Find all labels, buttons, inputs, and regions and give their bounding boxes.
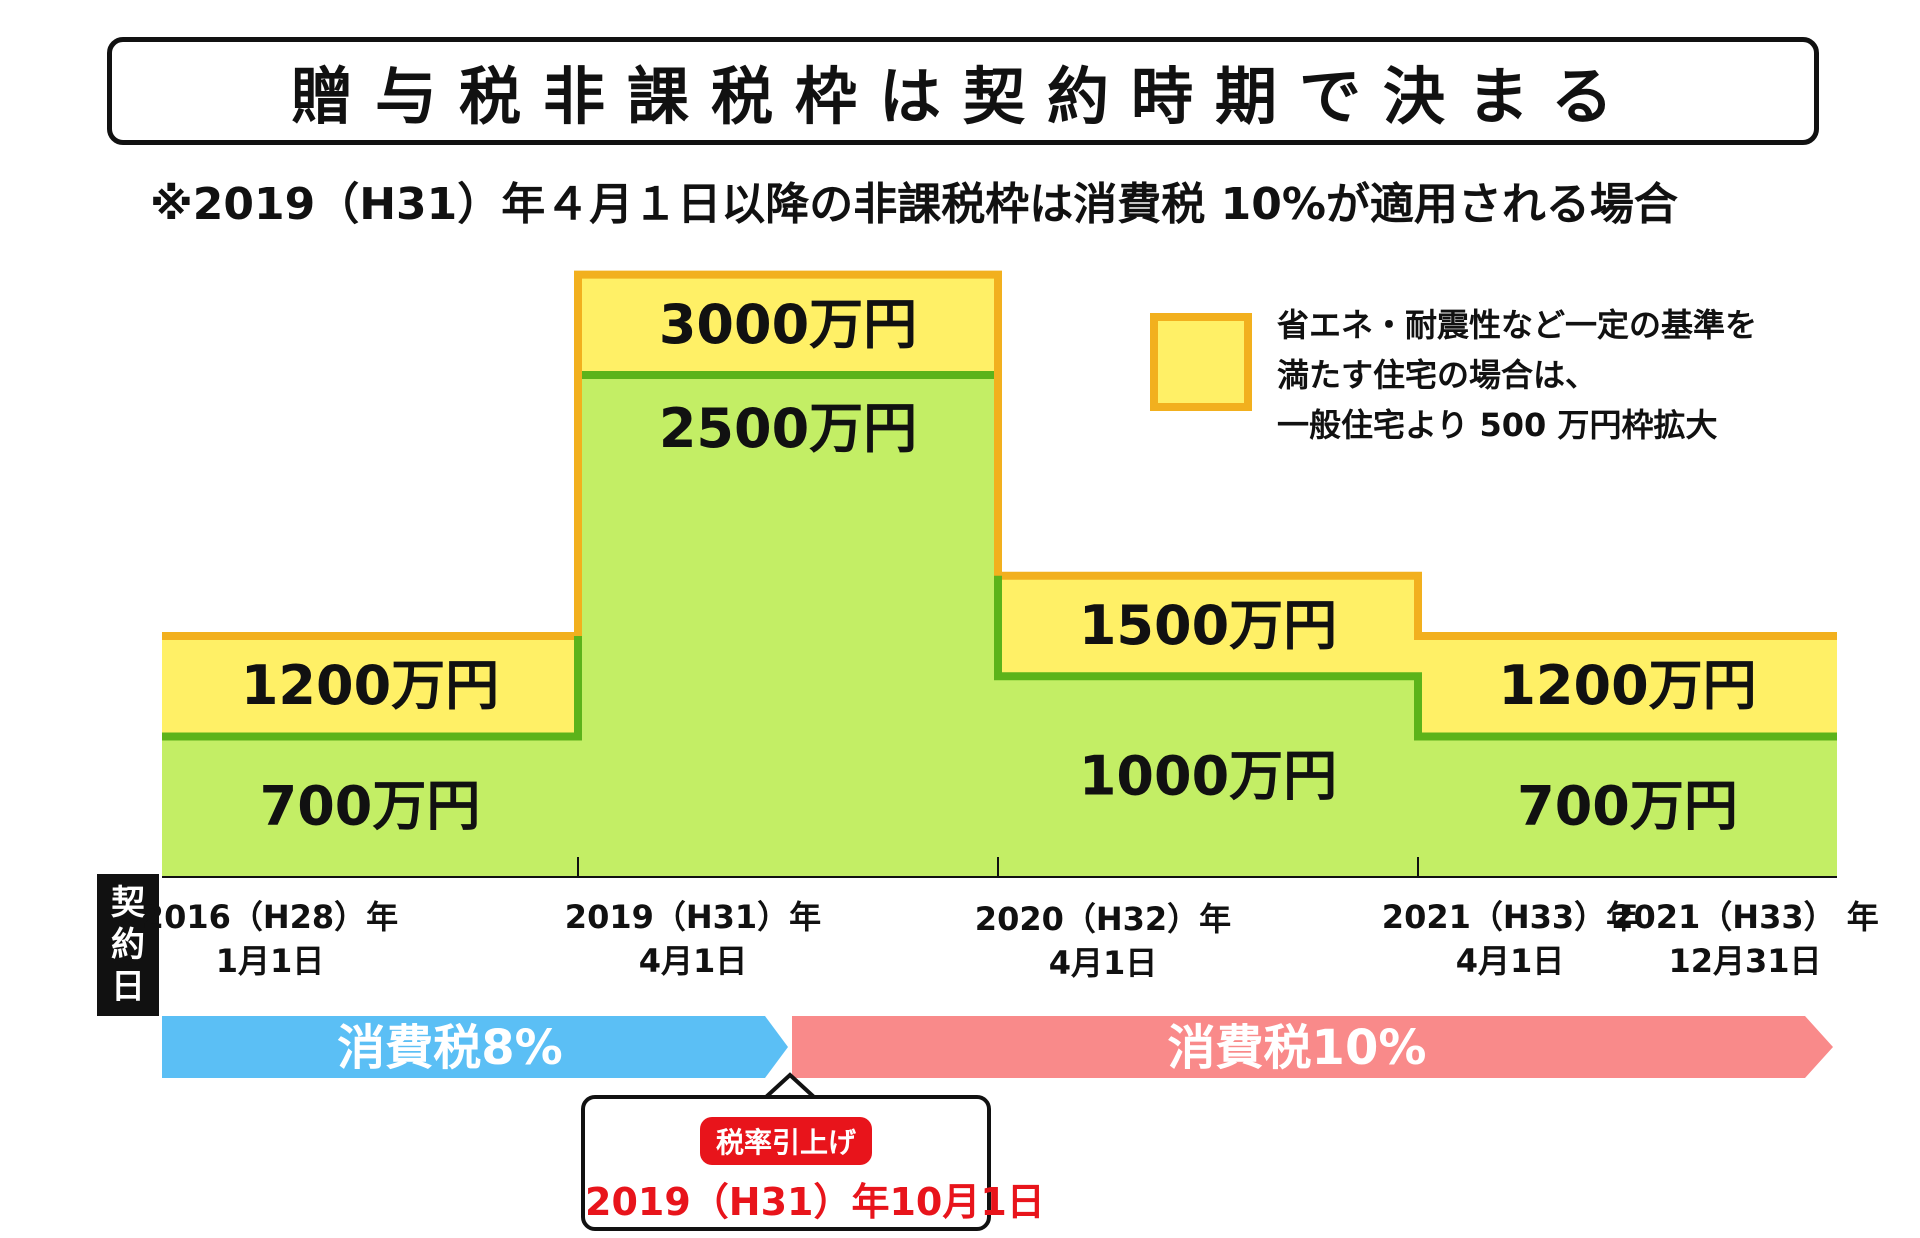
tax-increase-callout: 税率引上げ 2019（H31）年10月1日 [581,1095,1045,1231]
general-area [578,375,998,877]
eco-area [998,575,1418,677]
eco-value-label: 3000万円 [659,293,917,356]
legend-swatch [1150,313,1252,411]
date-label: 2016（H28）年 1月1日 [142,895,398,983]
date-label: 2019（H31）年 4月1日 [565,895,821,983]
tax-band-8-label: 消費税8% [337,1020,563,1076]
chart-title: 贈与税非課税枠は契約時期で決まる [290,60,1635,133]
date-year: 2019（H31）年 [564,898,822,936]
date-label: 2020（H32）年 4月1日 [975,897,1231,985]
chart-subtitle: ※2019（H31）年４月１日以降の非課税枠は消費税 10%が適用される場合 [150,179,1678,230]
legend-line: 満たす住宅の場合は、 [1277,356,1598,394]
eco-value-label: 1200万円 [241,654,499,717]
tax-band-10 [792,1016,1833,1078]
eco-area [1418,636,1837,737]
date-year: 2021（H33）年 [1381,898,1639,936]
date-label: 2021（H33）年 4月1日 [1382,895,1638,983]
general-area [1418,736,1837,877]
eco-value-label: 1200万円 [1498,654,1756,717]
title-box: 贈与税非課税枠は契約時期で決まる [107,37,1819,145]
date-year: 2021（H33） 年 [1611,898,1879,936]
eco-area [578,274,998,375]
legend-text: 省エネ・耐震性など一定の基準を 満たす住宅の場合は、 一般住宅より 500 万円… [1277,300,1837,450]
general-value-label: 700万円 [1517,775,1738,838]
tax-increase-date: 2019（H31）年10月1日 [585,1180,1045,1224]
date-year: 2016（H28）年 [141,898,399,936]
general-value-label: 2500万円 [659,397,917,460]
eco-area [162,636,578,737]
general-value-label: 700万円 [260,775,481,838]
date-day: 1月1日 [215,942,325,980]
general-value-label: 1000万円 [1079,745,1337,808]
date-year: 2020（H32）年 [974,900,1232,938]
date-day: 4月1日 [1455,942,1565,980]
general-area [998,676,1418,877]
tax-band-8 [162,1016,788,1078]
contract-date-tag: 契 約 日 [97,874,159,1016]
contract-tag-char: 日 [111,967,145,1007]
date-day: 4月1日 [1048,944,1158,982]
legend-line: 一般住宅より 500 万円枠拡大 [1277,406,1718,444]
tax-increase-badge: 税率引上げ [700,1117,872,1165]
callout-pointer [760,1072,820,1099]
general-area [162,736,578,877]
date-day: 12月31日 [1668,942,1822,980]
legend-line: 省エネ・耐震性など一定の基準を [1277,306,1758,344]
date-label: 2021（H33） 年 12月31日 [1611,895,1879,983]
contract-tag-char: 約 [111,925,145,965]
contract-tag-char: 契 [111,883,145,923]
date-day: 4月1日 [638,942,748,980]
tax-band-10-label: 消費税10% [1168,1020,1427,1076]
eco-value-label: 1500万円 [1079,594,1337,657]
